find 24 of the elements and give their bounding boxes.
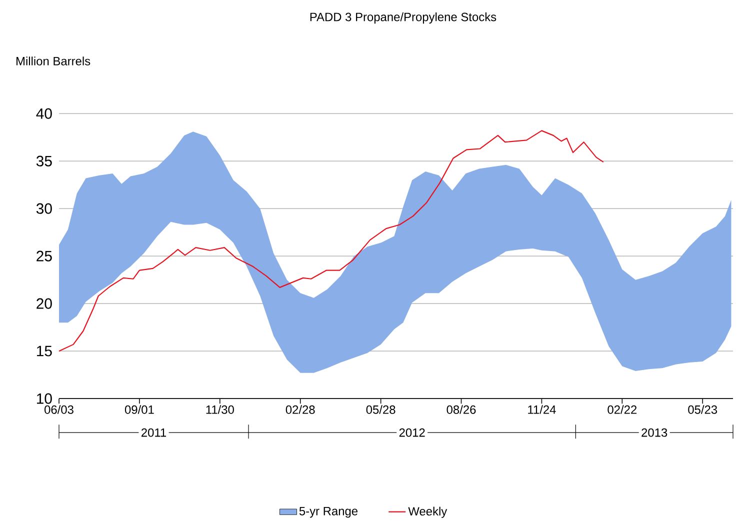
y-tick-label: 35 [36,156,52,166]
y-tick-label: 30 [36,203,52,214]
x-tick-label: 09/01 [124,405,154,414]
y-tick-label: 15 [37,346,52,356]
x-tick-label: 05/23 [688,405,718,414]
y-tick-label: 40 [36,108,52,119]
x-tick-label: 02/22 [608,405,637,414]
text: 2011 [142,428,166,437]
y-tick-label: 20 [36,298,52,309]
legend-label: 5-yr Range [299,506,358,518]
x-tick-label: 11/24 [528,405,556,414]
x-tick-label: 08/26 [446,405,476,414]
x-tick-label: 11/30 [206,405,234,414]
y-tick-label: 25 [36,250,52,262]
x-tick-label: 05/28 [366,405,396,414]
text: 2013 [642,428,668,437]
chart-title: PADD 3 Propane/Propylene Stocks [310,12,496,24]
y-tick-label: 10 [37,393,52,404]
line-series [58,130,604,352]
text: 2012 [399,428,425,437]
y-axis-title: Million Barrels [16,56,90,66]
x-tick-label: 06/03 [44,405,74,414]
legend-label: Weekly [408,506,448,518]
x-tick-label: 02/28 [286,405,315,414]
